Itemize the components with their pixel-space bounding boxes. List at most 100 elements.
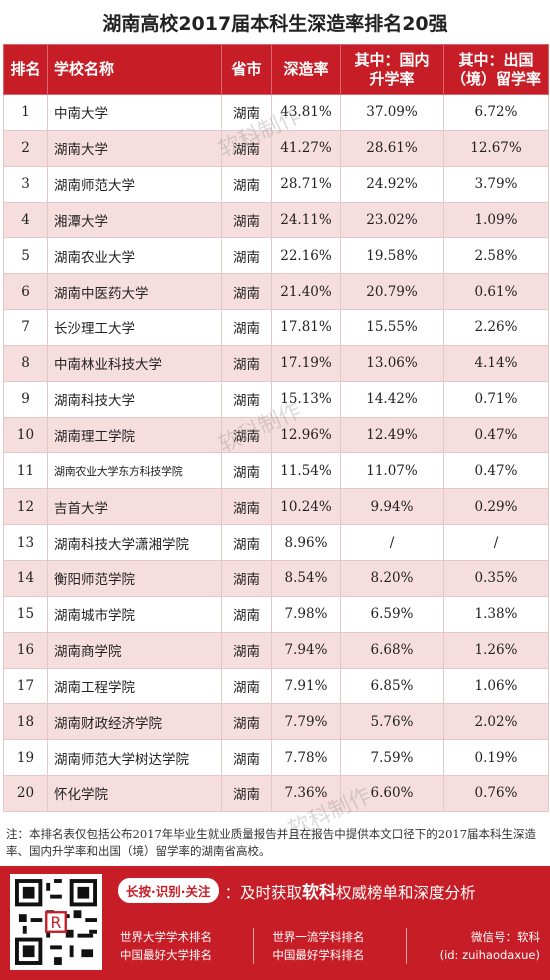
domestic-rate-cell: 28.61% (340, 129, 444, 167)
slogan-brand: 软科 (302, 883, 337, 903)
rank-cell: 10 (3, 416, 48, 454)
province-cell: 湖南 (221, 201, 272, 239)
rate-cell: 7.78% (271, 739, 341, 777)
province-cell: 湖南 (221, 165, 272, 203)
school-name-cell: 湖南城市学院 (47, 595, 222, 633)
table-row: 9 湖南科技大学 湖南 15.13% 14.42% 0.71% (3, 380, 549, 418)
header-abroad-line1: 其中：出国 (458, 50, 534, 69)
header-domestic-line2: 升学率 (369, 69, 415, 88)
rank-cell: 17 (3, 667, 48, 705)
abroad-rate-cell: 1.26% (443, 631, 549, 669)
table-row: 17 湖南工程学院 湖南 7.91% 6.85% 1.06% (3, 667, 549, 705)
school-name-cell: 湖南工程学院 (47, 667, 222, 705)
wechat-label: 微信号：软科 (470, 930, 540, 944)
domestic-rate-cell: 8.20% (340, 559, 444, 597)
domestic-rate-cell: 6.85% (340, 667, 444, 705)
abroad-rate-cell: / (443, 524, 549, 561)
abroad-rate-cell: 12.67% (443, 129, 549, 167)
abroad-rate-cell: 0.35% (443, 559, 549, 597)
province-cell: 湖南 (221, 631, 272, 669)
rank-cell: 18 (3, 703, 48, 741)
domestic-rate-cell: 20.79% (340, 273, 444, 311)
abroad-rate-cell: 0.19% (443, 739, 549, 777)
school-name-cell: 湖南理工学院 (47, 416, 222, 454)
wechat-id: (id: zuihaodaxue) (439, 948, 540, 962)
table-row: 18 湖南财政经济学院 湖南 7.79% 5.76% 2.02% (3, 703, 549, 741)
header-abroad: 其中：出国 （境）留学率 (443, 44, 549, 95)
abroad-rate-cell: 1.38% (443, 595, 549, 633)
school-name-cell: 衡阳师范学院 (47, 559, 222, 597)
province-cell: 湖南 (221, 667, 272, 705)
table-header-row: 排名 学校名称 省市 深造率 其中：国内 升学率 其中：出国 （境）留学率 (3, 44, 549, 95)
header-rate: 深造率 (271, 44, 341, 95)
slogan: ：及时获取软科权威榜单和深度分析 (225, 878, 476, 903)
domestic-rate-cell: 7.59% (340, 739, 444, 777)
rate-cell: 21.40% (271, 273, 341, 311)
table-row: 6 湖南中医药大学 湖南 21.40% 20.79% 0.61% (3, 273, 549, 311)
abroad-rate-cell: 6.72% (443, 94, 549, 131)
link-china-best-university-ranking[interactable]: 中国最好大学排名 (120, 948, 212, 962)
page-title: 湖南高校2017届本科生深造率排名20强 (102, 12, 448, 35)
table-row: 12 吉首大学 湖南 10.24% 9.94% 0.29% (3, 488, 549, 526)
qr-code[interactable]: R (10, 874, 102, 970)
rate-cell: 41.27% (271, 129, 341, 167)
svg-text:R: R (51, 914, 62, 932)
province-cell: 湖南 (221, 559, 272, 597)
links-col-3: 微信号：软科 (id: zuihaodaxue) (407, 928, 540, 964)
link-world-academic-ranking[interactable]: 世界大学学术排名 (120, 930, 212, 944)
link-world-subject-ranking[interactable]: 世界一流学科排名 (272, 930, 365, 944)
province-cell: 湖南 (221, 237, 272, 275)
rank-cell: 5 (3, 237, 48, 275)
abroad-rate-cell: 2.26% (443, 309, 549, 346)
province-cell: 湖南 (221, 129, 272, 167)
rank-cell: 7 (3, 309, 48, 346)
abroad-rate-cell: 0.47% (443, 452, 549, 490)
school-name-cell: 长沙理工大学 (47, 309, 222, 346)
rate-cell: 7.91% (271, 667, 341, 705)
header-domestic: 其中：国内 升学率 (340, 44, 444, 95)
school-name-cell: 湖南商学院 (47, 631, 222, 669)
rate-cell: 7.36% (271, 775, 341, 812)
rate-cell: 28.71% (271, 165, 341, 203)
table-row: 1 中南大学 湖南 43.81% 37.09% 6.72% (3, 94, 549, 131)
rank-cell: 20 (3, 775, 48, 812)
rate-cell: 7.94% (271, 631, 341, 669)
domestic-rate-cell: 15.55% (340, 309, 444, 346)
abroad-rate-cell: 2.58% (443, 237, 549, 275)
footnote: 注：本排名表仅包括公布2017年毕业生就业质量报告并且在报告中提供本文口径下的2… (6, 827, 537, 858)
abroad-rate-cell: 4.14% (443, 344, 549, 382)
school-name-cell: 湖南财政经济学院 (47, 703, 222, 741)
province-cell: 湖南 (221, 94, 272, 131)
rank-cell: 6 (3, 273, 48, 311)
table-row: 7 长沙理工大学 湖南 17.81% 15.55% 2.26% (3, 309, 549, 346)
rank-cell: 15 (3, 595, 48, 633)
table-row: 10 湖南理工学院 湖南 12.96% 12.49% 0.47% (3, 416, 549, 454)
domestic-rate-cell: 12.49% (340, 416, 444, 454)
abroad-rate-cell: 0.76% (443, 775, 549, 812)
domestic-rate-cell: / (340, 524, 444, 561)
province-cell: 湖南 (221, 344, 272, 382)
domestic-rate-cell: 14.42% (340, 380, 444, 418)
table-row: 3 湖南师范大学 湖南 28.71% 24.92% 3.79% (3, 165, 549, 203)
province-cell: 湖南 (221, 273, 272, 311)
table-row: 13 湖南科技大学潇湘学院 湖南 8.96% / / (3, 524, 549, 561)
province-cell: 湖南 (221, 524, 272, 561)
table-row: 14 衡阳师范学院 湖南 8.54% 8.20% 0.35% (3, 559, 549, 597)
header-province: 省市 (221, 44, 272, 95)
school-name-cell: 湖南农业大学 (47, 237, 222, 275)
rank-cell: 13 (3, 524, 48, 561)
link-china-subject-ranking[interactable]: 中国最好学科排名 (272, 948, 365, 962)
table-row: 11 湖南农业大学东方科技学院 湖南 11.54% 11.07% 0.47% (3, 452, 549, 490)
domestic-rate-cell: 13.06% (340, 344, 444, 382)
rank-cell: 16 (3, 631, 48, 669)
rate-cell: 12.96% (271, 416, 341, 454)
domestic-rate-cell: 23.02% (340, 201, 444, 239)
follow-badge: 长按·识别·关注 (118, 878, 219, 903)
rate-cell: 17.81% (271, 309, 341, 346)
rank-cell: 12 (3, 488, 48, 526)
rate-cell: 43.81% (271, 94, 341, 131)
abroad-rate-cell: 1.09% (443, 201, 549, 239)
rate-cell: 10.24% (271, 488, 341, 526)
domestic-rate-cell: 9.94% (340, 488, 444, 526)
slogan-post: 权威榜单和深度分析 (336, 884, 476, 902)
